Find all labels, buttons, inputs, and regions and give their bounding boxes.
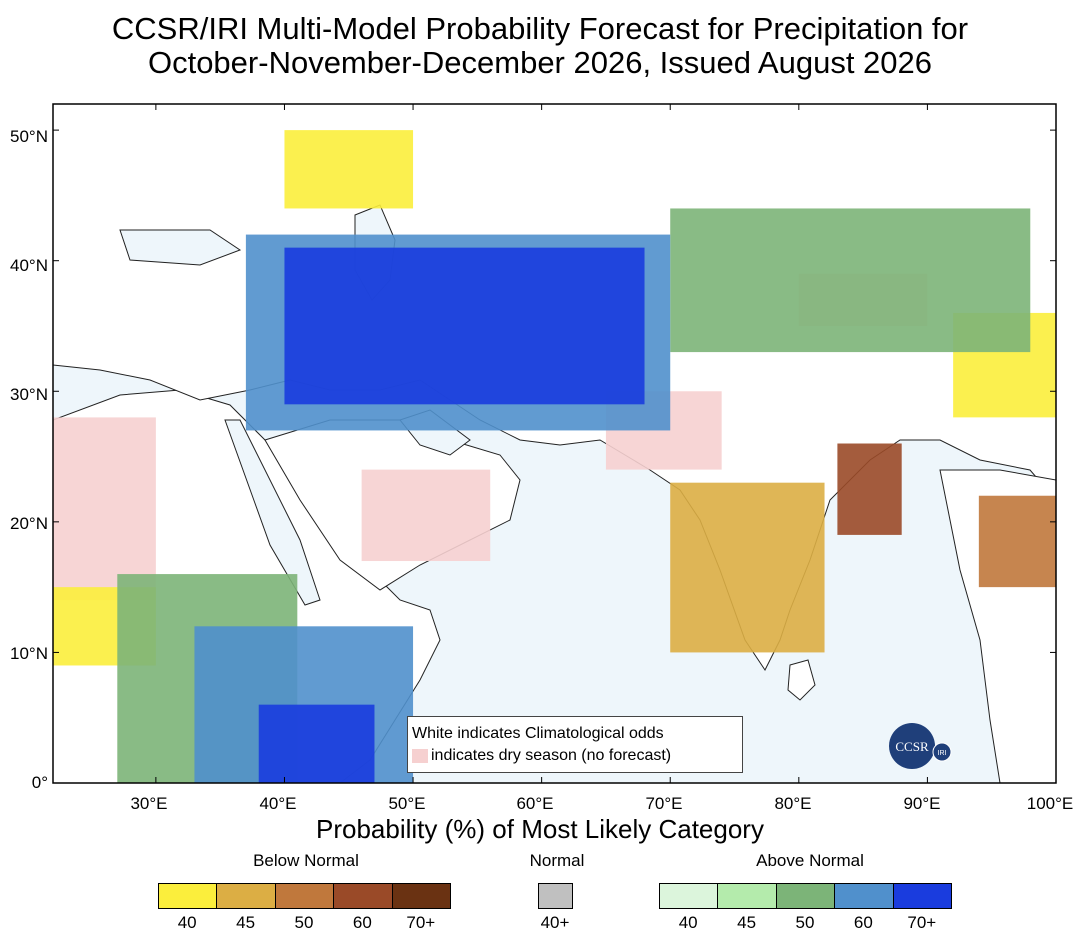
note-dry-season-row: indicates dry season (no forecast) [412,745,738,767]
note-dry-season-text: indicates dry season (no forecast) [431,747,672,764]
legend-swatch-below-40 [158,883,218,909]
map-frame [52,103,1057,784]
y-tick-label: 40°N [10,256,48,275]
legend-swatch-above-40 [659,883,719,909]
logo-iri-text: IRI [938,750,947,757]
zone-central-asia [670,208,1031,353]
legend-swatch-above-70plus [892,883,952,909]
x-tick-label: 80°E [774,794,812,813]
y-tick-label: 30°N [10,385,48,404]
legend-level-label: 45 [737,913,757,932]
zone-se-asia-below [978,495,1056,588]
y-tick-label: 10°N [10,644,48,663]
map-title-line-2: October-November-December 2026, Issued A… [147,45,933,80]
x-tick-label: 60°E [516,794,554,813]
y-tick-label: 20°N [10,514,48,533]
legend-above-normal-label: Above Normal [756,851,864,870]
zone-arabia-dry [361,469,491,562]
zone-south-india [670,482,825,653]
zone-caspian-below [284,130,414,209]
legend-level-label: 40+ [540,913,570,932]
forecast-regions-layer [53,130,1056,783]
land-sri-lanka [787,659,816,701]
zone-iran-afghan [284,247,645,405]
zone-n-africa-dry [53,417,156,601]
legend-level-label: 60 [853,913,873,932]
ccsr-iri-logo: CCSR IRI [889,723,952,769]
legend-level-label: 45 [236,913,256,932]
x-tick-label: 100°E [1026,794,1074,813]
legend-level-label: 40 [177,913,197,932]
legend-swatch-above-50 [775,883,836,909]
legend-level-label: 70+ [406,913,436,932]
legend-swatch-above-45 [717,883,777,909]
legend-level-label: 40 [678,913,698,932]
land-red-sea-cut [224,419,321,606]
legend-swatch-below-70plus [391,883,451,909]
legend-swatch-normal-40plus [538,883,573,909]
legend-swatch-below-50 [274,883,335,909]
legend-swatch-above-60 [834,883,894,909]
legend-level-label: 50 [795,913,815,932]
legend-level-label: 60 [352,913,372,932]
map-title-line-1: CCSR/IRI Multi-Model Probability Forecas… [111,11,969,46]
x-tick-label: 50°E [388,794,426,813]
x-tick-label: 40°E [259,794,297,813]
axis-ticks [53,104,1057,784]
logo-ccsr-text: CCSR [895,739,929,754]
legend-swatch-below-45 [216,883,276,909]
y-tick-label: 0° [31,773,48,792]
legend-level-label: 70+ [907,913,937,932]
note-climatological-text: White indicates Climatological odds [412,725,664,742]
land-black-sea-cut [119,229,242,266]
legend-swatch-below-60 [333,883,393,909]
y-tick-label: 50°N [10,127,48,146]
x-tick-label: 70°E [645,794,683,813]
x-tick-label: 30°E [130,794,168,813]
legend-below-normal-label: Below Normal [253,851,359,870]
dry-season-swatch [412,749,428,763]
legend-note-box: White indicates Climatological odds indi… [407,716,743,773]
zone-somalia [258,704,375,783]
zone-bay-bengal-below [837,443,902,535]
legend-normal-label: Normal [529,851,585,870]
legend-axis-title: Probability (%) of Most Likely Category [316,814,764,844]
x-tick-label: 90°E [903,794,941,813]
legend-level-label: 50 [294,913,314,932]
